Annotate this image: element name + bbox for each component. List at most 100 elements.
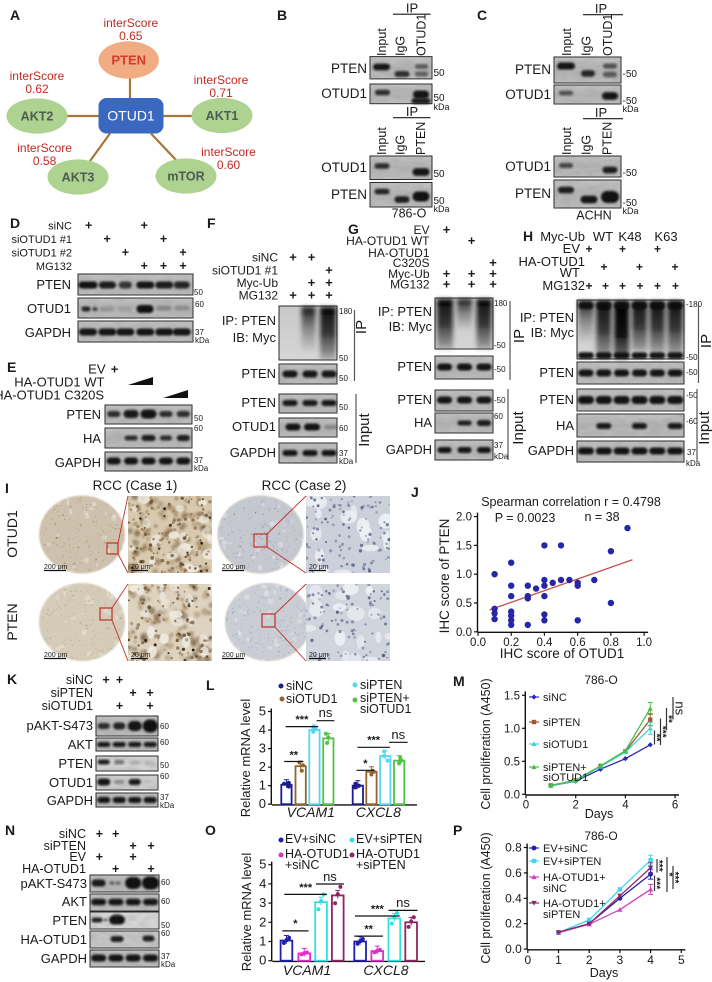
svg-text:0.2: 0.2 [503, 637, 519, 649]
svg-text:786-O: 786-O [392, 207, 427, 221]
svg-text:PTEN: PTEN [397, 392, 432, 407]
svg-text:Days: Days [590, 966, 618, 980]
svg-text:-50: -50 [623, 198, 638, 209]
svg-text:IP: PTEN: IP: PTEN [520, 310, 574, 325]
svg-text:interScore: interScore [10, 69, 65, 83]
svg-text:0.5: 0.5 [504, 756, 520, 768]
svg-text:PTEN: PTEN [539, 365, 574, 380]
svg-text:***: *** [653, 860, 664, 872]
svg-text:0: 0 [259, 953, 266, 968]
svg-text:J: J [411, 484, 419, 500]
svg-text:PTEN: PTEN [66, 407, 101, 422]
svg-text:0.58: 0.58 [33, 154, 57, 168]
svg-text:siPTEN: siPTEN [51, 686, 93, 700]
svg-text:50: 50 [194, 414, 203, 423]
svg-text:3: 3 [259, 895, 266, 910]
svg-text:interScore: interScore [201, 145, 256, 159]
svg-text:2: 2 [259, 759, 266, 774]
svg-text:4: 4 [259, 722, 266, 737]
svg-text:E: E [7, 359, 16, 375]
svg-text:PTEN: PTEN [515, 62, 551, 77]
svg-text:0.6: 0.6 [570, 637, 586, 649]
svg-text:37: 37 [494, 441, 503, 450]
svg-text:H: H [523, 228, 533, 244]
svg-text:OTUD1: OTUD1 [232, 419, 276, 434]
svg-text:Input: Input [510, 410, 527, 444]
svg-text:+: + [96, 850, 103, 864]
svg-text:PTEN: PTEN [414, 122, 428, 155]
svg-text:-50: -50 [623, 168, 638, 179]
svg-text:180: 180 [339, 307, 353, 316]
svg-text:siOTUD1: siOTUD1 [360, 702, 411, 716]
svg-text:GAPDH: GAPDH [230, 445, 276, 460]
svg-text:kDa: kDa [623, 104, 639, 114]
svg-text:VCAM1: VCAM1 [283, 962, 331, 978]
svg-text:+: + [443, 222, 451, 237]
svg-text:0.6: 0.6 [505, 866, 522, 880]
svg-text:OTUD1: OTUD1 [415, 14, 429, 56]
svg-text:IP: IP [511, 329, 528, 343]
svg-text:RCC (Case 1): RCC (Case 1) [93, 478, 178, 493]
svg-text:AKT: AKT [62, 894, 87, 909]
svg-text:37: 37 [339, 449, 348, 458]
svg-text:1.0: 1.0 [456, 569, 472, 581]
svg-text:IP: IP [595, 1, 607, 16]
svg-text:EV+siPTEN: EV+siPTEN [356, 832, 422, 846]
svg-text:HA-OTUD1: HA-OTUD1 [368, 246, 430, 260]
svg-text:0.0: 0.0 [504, 789, 520, 801]
svg-text:50: 50 [160, 761, 169, 770]
svg-text:Input: Input [375, 28, 389, 56]
svg-text:kDa: kDa [623, 206, 639, 216]
svg-text:+: + [325, 288, 333, 303]
svg-text:GAPDH: GAPDH [25, 325, 71, 340]
svg-text:siNC: siNC [543, 692, 567, 704]
svg-text:PTEN: PTEN [331, 187, 367, 202]
svg-text:siNC: siNC [543, 883, 567, 895]
svg-text:WT: WT [593, 229, 613, 244]
svg-text:0.0: 0.0 [456, 627, 472, 639]
svg-text:P = 0.0023: P = 0.0023 [495, 511, 556, 525]
svg-text:Myc-Ub: Myc-Ub [237, 276, 279, 290]
svg-text:0: 0 [523, 799, 529, 811]
svg-text:D: D [10, 215, 20, 231]
svg-text:GAPDH: GAPDH [528, 443, 574, 458]
svg-text:0.71: 0.71 [209, 86, 233, 100]
svg-text:HA-OTUD1 C320S: HA-OTUD1 C320S [0, 388, 104, 403]
svg-text:PTEN: PTEN [52, 913, 87, 928]
svg-text:-60: -60 [686, 417, 698, 426]
svg-text:OTUD1: OTUD1 [107, 108, 155, 124]
svg-text:PTEN: PTEN [241, 366, 276, 381]
svg-text:+: + [585, 242, 592, 256]
svg-text:+: + [112, 862, 119, 876]
svg-text:ns: ns [673, 701, 688, 715]
svg-text:ns: ns [391, 727, 405, 742]
svg-text:+: + [289, 288, 297, 303]
svg-text:Cell proliferation (A450): Cell proliferation (A450) [479, 678, 493, 809]
svg-text:50: 50 [339, 403, 348, 412]
svg-text:+: + [96, 827, 103, 841]
svg-text:AKT2: AKT2 [21, 110, 54, 124]
svg-text:1.0: 1.0 [636, 637, 652, 649]
svg-text:HA-OTUD1+: HA-OTUD1+ [543, 898, 606, 910]
svg-text:***: *** [296, 714, 310, 726]
svg-text:1.5: 1.5 [504, 690, 520, 702]
svg-text:PTEN: PTEN [4, 603, 20, 640]
svg-text:PTEN: PTEN [539, 392, 574, 407]
svg-text:-50: -50 [494, 365, 506, 374]
svg-text:K: K [7, 671, 17, 687]
svg-text:60: 60 [160, 772, 169, 781]
svg-text:+: + [160, 259, 167, 273]
svg-text:+: + [619, 242, 626, 256]
svg-text:PTEN: PTEN [515, 186, 551, 201]
svg-text:+: + [636, 260, 643, 274]
svg-text:**: ** [663, 715, 674, 723]
svg-text:1.0: 1.0 [504, 723, 520, 735]
svg-text:50: 50 [434, 68, 446, 79]
svg-text:37: 37 [195, 328, 204, 337]
svg-text:+: + [654, 242, 661, 256]
svg-text:+: + [111, 362, 119, 377]
svg-text:+: + [147, 839, 154, 853]
svg-text:2: 2 [586, 953, 593, 967]
svg-text:+: + [468, 233, 476, 248]
svg-text:+: + [602, 279, 609, 293]
